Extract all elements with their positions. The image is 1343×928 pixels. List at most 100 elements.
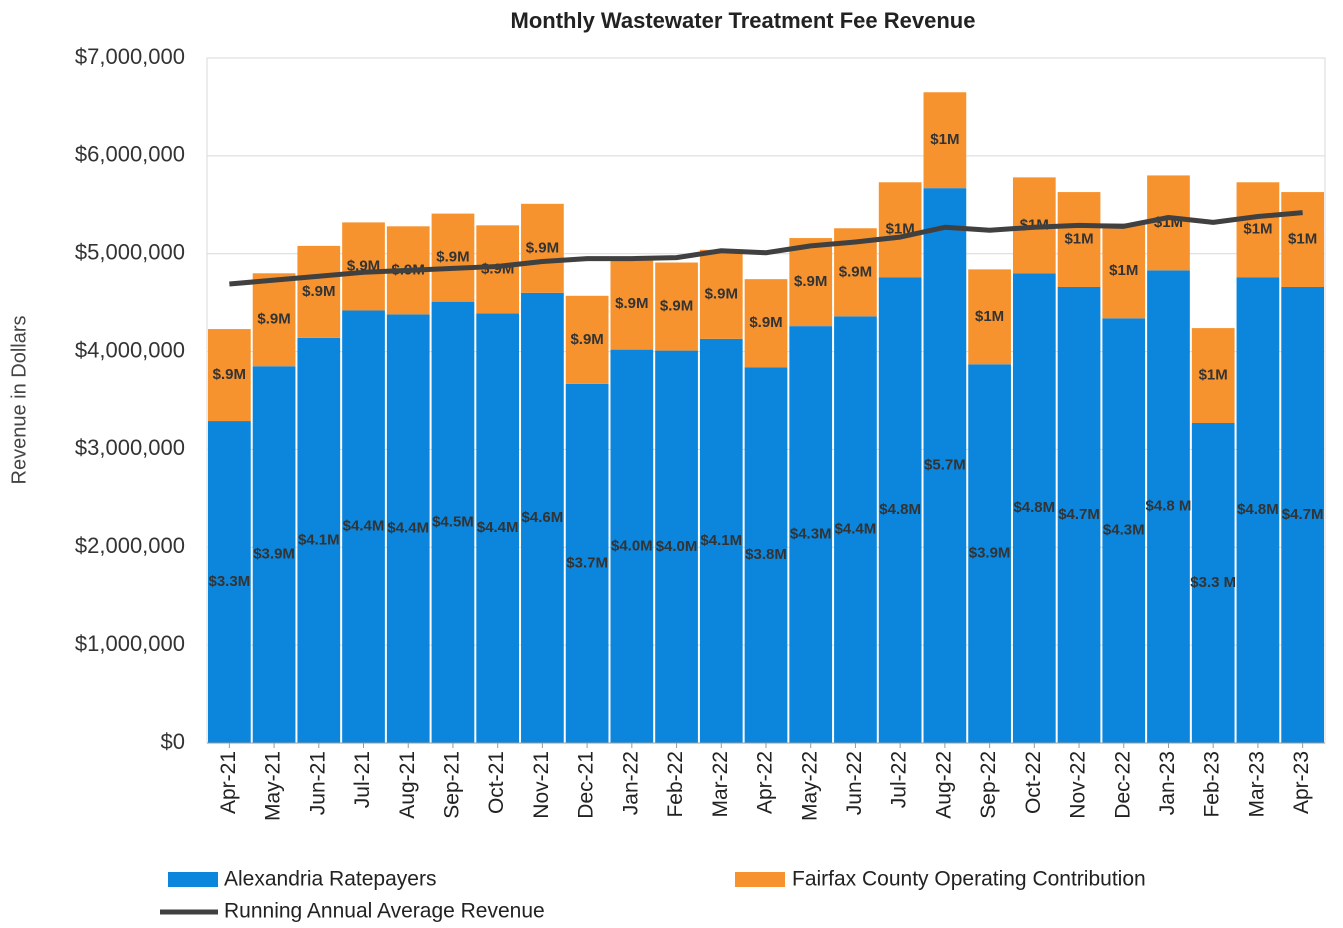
data-label: $.9M <box>705 285 738 302</box>
x-tick-label: Mar-22 <box>709 751 732 818</box>
data-label: $3.8M <box>745 546 787 563</box>
x-tick-label: Feb-22 <box>664 751 687 818</box>
x-tick-label: Aug-22 <box>932 751 955 819</box>
line <box>229 210 1303 287</box>
bar-segment <box>252 273 296 367</box>
data-label: $4.6M <box>522 509 564 526</box>
data-label: $.9M <box>839 263 872 280</box>
data-label: $1M <box>1064 230 1093 247</box>
bar-segment <box>1057 286 1101 743</box>
x-tick-label: May-22 <box>798 751 821 821</box>
data-label: $4.7M <box>1282 506 1324 523</box>
bar-segment <box>655 262 698 351</box>
bar-segment <box>834 316 877 743</box>
data-label: $3.3M <box>209 573 251 590</box>
x-tick-label: Sep-21 <box>441 751 464 819</box>
bar-segment <box>968 269 1011 365</box>
data-label: $3.7M <box>566 554 608 571</box>
y-tick-label: $0 <box>161 729 185 754</box>
x-tick-label: Jun-22 <box>843 751 866 815</box>
bar-segment <box>1236 277 1280 743</box>
data-label: $4.7M <box>1058 506 1100 523</box>
data-label: $4.1M <box>298 531 340 548</box>
bar-segment <box>610 349 654 743</box>
data-label: $.9M <box>749 314 782 331</box>
x-tick-label: Dec-21 <box>575 751 598 819</box>
bar-segment <box>923 92 967 189</box>
x-tick-label: Oct-21 <box>485 751 508 814</box>
bar-segment <box>565 295 609 384</box>
bar-segment <box>1147 270 1190 743</box>
bar-segment <box>342 222 385 311</box>
bar-segment <box>521 292 564 743</box>
x-tick-label: Jun-21 <box>306 751 329 815</box>
data-label: $.9M <box>615 295 648 312</box>
legend-swatch <box>735 872 785 887</box>
data-label: $4.8M <box>1237 501 1279 518</box>
y-tick-label: $1,000,000 <box>75 631 185 656</box>
data-label: $4.5M <box>432 513 474 530</box>
x-tick-label: Nov-22 <box>1067 751 1090 819</box>
bar-segment <box>1191 328 1235 424</box>
bar-segment <box>744 367 788 743</box>
data-label: $.9M <box>302 283 335 300</box>
x-tick-label: Dec-22 <box>1111 751 1134 819</box>
legend: Alexandria Ratepayers Fairfax County Ope… <box>160 868 1146 923</box>
bar-segment <box>878 182 922 278</box>
x-tick-label: Apr-22 <box>754 751 777 814</box>
bar-segment <box>297 337 341 743</box>
legend-swatch <box>168 872 218 887</box>
bar-segment <box>386 314 430 743</box>
x-tick-label: Feb-23 <box>1201 751 1224 818</box>
data-label: $4.3M <box>1103 522 1145 539</box>
data-label: $4.3M <box>790 526 832 543</box>
data-label: $4.4M <box>387 520 429 537</box>
y-tick-label: $5,000,000 <box>75 240 185 265</box>
data-label: $4.4M <box>477 519 519 536</box>
y-tick-label: $2,000,000 <box>75 533 185 558</box>
bar-segment <box>1147 175 1190 271</box>
data-label: $4.8 M <box>1146 498 1192 515</box>
data-label: $1M <box>1199 367 1228 384</box>
bar-segment <box>1236 182 1280 278</box>
bar-segment <box>476 313 520 743</box>
y-tick-label: $3,000,000 <box>75 435 185 460</box>
bar-segment <box>297 245 341 338</box>
legend-label: Alexandria Ratepayers <box>224 868 436 891</box>
bar-segment <box>521 203 564 293</box>
y-axis-label: Revenue in Dollars <box>8 316 30 485</box>
data-label: $.9M <box>213 366 246 383</box>
bar-segment <box>1102 318 1146 743</box>
data-label: $4.4M <box>835 521 877 538</box>
data-label: $4.4M <box>343 518 385 535</box>
y-tick-label: $7,000,000 <box>75 44 185 69</box>
data-label: $5.7M <box>924 457 966 474</box>
x-tick-label: Jul-22 <box>888 751 911 808</box>
data-label: $.9M <box>257 311 290 328</box>
bar-segment <box>789 326 833 743</box>
data-label: $3.9M <box>253 546 295 563</box>
bar-segment <box>1191 423 1235 743</box>
data-label: $3.9M <box>969 545 1011 562</box>
bar-segment <box>744 279 788 368</box>
y-tick-label: $6,000,000 <box>75 142 185 167</box>
bar-segment <box>699 249 743 339</box>
bar-segment <box>789 238 833 327</box>
bar-segment <box>878 277 922 743</box>
bar-segment <box>1102 223 1146 319</box>
data-label: $4.8M <box>879 501 921 518</box>
data-label: $1M <box>1243 221 1272 238</box>
data-label: $4.1M <box>700 532 742 549</box>
x-tick-label: Sep-22 <box>977 751 1000 819</box>
bar-segment <box>923 188 967 743</box>
data-label: $.9M <box>794 273 827 290</box>
x-tick-label: Oct-22 <box>1022 751 1045 814</box>
bar-segment <box>431 301 475 743</box>
bar-segment <box>968 364 1011 743</box>
data-label: $1M <box>1109 262 1138 279</box>
x-tick-label: Jan-23 <box>1156 751 1179 815</box>
legend-label: Fairfax County Operating Contribution <box>792 868 1146 891</box>
data-label: $.9M <box>570 331 603 348</box>
bar-segment <box>565 383 609 743</box>
y-tick-label: $4,000,000 <box>75 337 185 362</box>
